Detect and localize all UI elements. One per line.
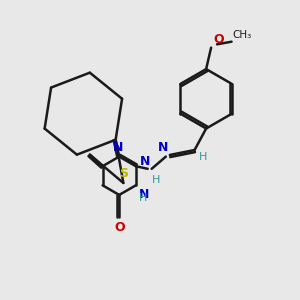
Text: N: N <box>138 188 149 201</box>
Text: N: N <box>140 155 150 168</box>
Text: O: O <box>214 33 224 46</box>
Text: H: H <box>199 152 207 162</box>
Text: H: H <box>139 193 147 202</box>
Text: N: N <box>113 141 123 154</box>
Text: CH₃: CH₃ <box>232 30 251 40</box>
Text: O: O <box>114 221 124 234</box>
Text: S: S <box>119 167 128 180</box>
Text: H: H <box>152 175 160 185</box>
Text: N: N <box>158 141 168 154</box>
